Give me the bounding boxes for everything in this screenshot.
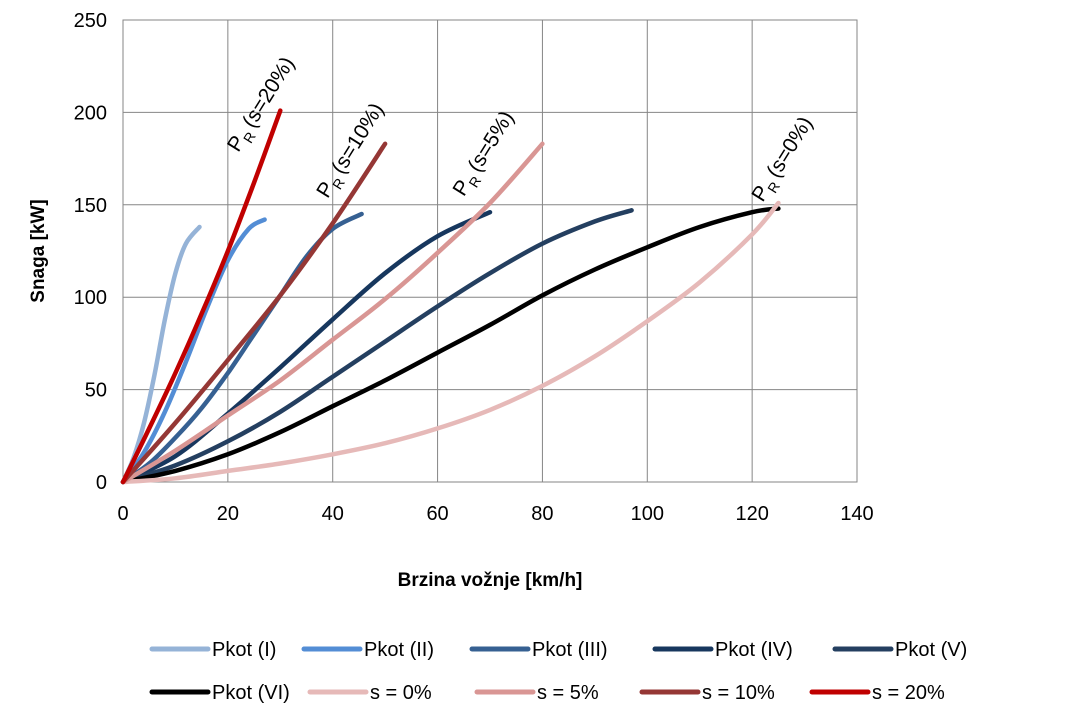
legend-label: Pkot (VI) (212, 682, 290, 704)
series-line-8 (120, 141, 545, 485)
legend-label: s = 20% (872, 682, 945, 704)
legend-label: Pkot (II) (364, 639, 434, 661)
legend-label: s = 5% (537, 682, 599, 704)
y-tick-label: 150 (74, 195, 107, 217)
legend-label: Pkot (III) (532, 639, 608, 661)
series-line-7 (120, 200, 781, 485)
x-tick-label: 100 (631, 503, 664, 525)
x-tick-label: 60 (426, 503, 448, 525)
legend-label: s = 0% (370, 682, 432, 704)
series-lines (120, 108, 781, 485)
x-tick-label: 120 (735, 503, 768, 525)
y-tick-label: 200 (74, 102, 107, 124)
series-line-5 (120, 208, 634, 485)
series-line-10 (120, 108, 283, 485)
legend-label: s = 10% (702, 682, 775, 704)
grid-lines (122, 19, 858, 483)
x-tick-label: 20 (217, 503, 239, 525)
x-tick-label: 0 (117, 503, 128, 525)
y-tick-labels: 0 50 100 150 200 250 (74, 10, 107, 494)
x-tick-label: 80 (531, 503, 553, 525)
series-line-9 (120, 141, 388, 485)
x-tick-label: 140 (840, 503, 873, 525)
y-tick-label: 0 (96, 472, 107, 494)
series-line-4 (120, 209, 493, 485)
legend: Pkot (I) Pkot (II) Pkot (III) Pkot (IV) Pkot… (149, 639, 967, 704)
x-tick-label: 40 (322, 503, 344, 525)
y-tick-label: 250 (74, 10, 107, 32)
y-tick-label: 50 (85, 380, 107, 402)
y-tick-label: 100 (74, 287, 107, 309)
series-line-2 (120, 217, 267, 485)
legend-label: Pkot (I) (212, 639, 276, 661)
x-axis-title: Brzina vožnje [km/h] (398, 570, 583, 591)
legend-label: Pkot (IV) (715, 639, 793, 661)
x-tick-labels: 0 20 40 60 80 100 120 140 (117, 503, 873, 525)
series-line-6 (120, 206, 781, 485)
y-axis-title: Snaga [kW] (28, 199, 49, 302)
legend-label: Pkot (V) (895, 639, 967, 661)
